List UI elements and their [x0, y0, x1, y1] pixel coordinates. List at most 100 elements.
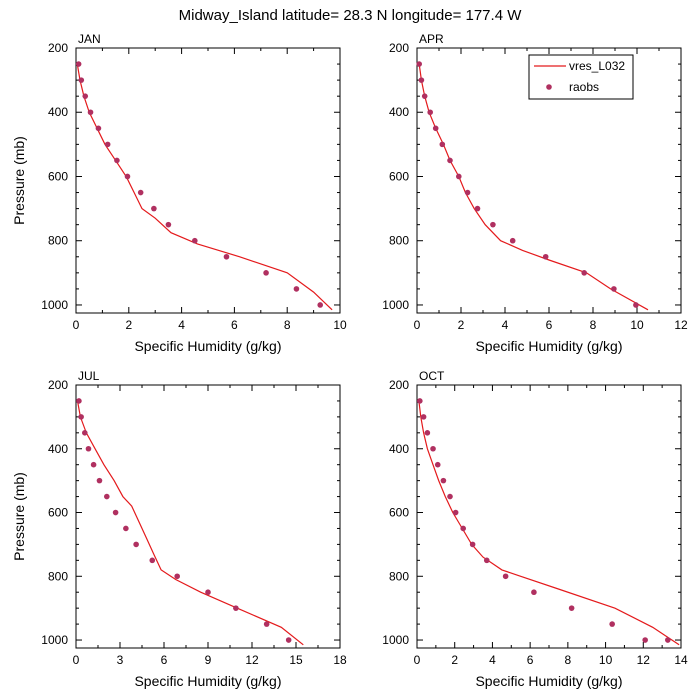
- x-tick-label: 2: [458, 318, 465, 332]
- obs-point: [447, 493, 453, 500]
- obs-point: [416, 61, 423, 67]
- obs-point: [642, 637, 648, 643]
- obs-point: [263, 621, 270, 627]
- panels-group: JAN 0 2 4 6 8 10 200 400 600 800 1000 Specific Humid…: [11, 32, 688, 689]
- obs-point: [76, 398, 82, 404]
- obs-point: [474, 205, 481, 212]
- obs-point: [75, 61, 82, 67]
- y-tick-label: 800: [48, 234, 68, 248]
- panel-apr: APR 0 2 4 6 8 10 12 200 400 600 800 1000 Specific Hum…: [382, 32, 688, 354]
- legend-obs-label: raobs: [569, 80, 599, 94]
- obs-point: [502, 573, 509, 580]
- obs-point: [223, 253, 230, 260]
- y-tick-label: 800: [48, 569, 68, 583]
- obs-point: [609, 621, 615, 627]
- obs-point: [95, 125, 102, 132]
- legend-model-label: vres_L032: [569, 59, 625, 73]
- x-tick-label: 0: [414, 318, 421, 332]
- y-tick-label: 1000: [382, 298, 409, 312]
- plot-frame: [416, 384, 682, 649]
- y-tick-label: 200: [389, 41, 409, 55]
- x-tick-label: 10: [630, 318, 644, 332]
- obs-point: [420, 414, 427, 420]
- obs-point: [418, 77, 425, 83]
- y-tick-label: 600: [48, 506, 68, 520]
- model-series-line: [76, 64, 333, 311]
- obs-point: [490, 221, 496, 228]
- obs-point: [104, 141, 111, 148]
- y-tick-label: 800: [389, 569, 409, 583]
- obs-point: [293, 286, 300, 292]
- panel-label: JAN: [78, 32, 101, 46]
- obs-point: [469, 541, 476, 548]
- legend-box: [528, 54, 634, 100]
- obs-point: [460, 525, 467, 532]
- x-tick-label: 8: [590, 318, 597, 332]
- x-tick-label: 0: [73, 318, 80, 332]
- obs-point: [439, 141, 446, 148]
- y-tick-label: 400: [48, 442, 68, 456]
- obs-point: [112, 509, 119, 516]
- obs-point: [263, 270, 269, 276]
- obs-point: [452, 509, 459, 516]
- x-axis-title: Specific Humidity (g/kg): [134, 338, 281, 354]
- y-tick-label: 1000: [41, 633, 68, 647]
- panel-label: OCT: [419, 369, 445, 383]
- y-axis-title: Pressure (mb): [11, 472, 27, 561]
- obs-point: [78, 77, 85, 83]
- x-tick-label: 3: [117, 653, 124, 667]
- x-tick-label: 4: [178, 318, 185, 332]
- y-tick-label: 800: [389, 234, 409, 248]
- figure-title: Midway_Island latitude= 28.3 N longitude…: [179, 7, 523, 24]
- obs-point: [464, 189, 471, 196]
- legend-obs-swatch: [546, 84, 552, 90]
- obs-point: [427, 109, 434, 116]
- x-tick-label: 4: [489, 653, 496, 667]
- x-tick-label: 4: [502, 318, 509, 332]
- obs-point: [96, 477, 103, 484]
- obs-point: [285, 637, 292, 643]
- panel-jan: JAN 0 2 4 6 8 10 200 400 600 800 1000 Specific Humid…: [11, 32, 347, 354]
- obs-point: [611, 286, 617, 292]
- obs-point: [483, 557, 490, 564]
- obs-point: [174, 573, 180, 580]
- obs-point: [233, 605, 239, 611]
- obs-point: [509, 237, 516, 244]
- x-axis-title: Specific Humidity (g/kg): [134, 673, 281, 689]
- x-tick-label: 6: [231, 318, 238, 332]
- y-tick-label: 1000: [41, 298, 68, 312]
- obs-point: [440, 477, 447, 484]
- x-tick-label: 12: [674, 318, 688, 332]
- x-tick-label: 18: [333, 653, 347, 667]
- obs-point: [82, 430, 88, 436]
- obs-point: [424, 430, 431, 436]
- obs-point: [447, 157, 453, 164]
- obs-point: [124, 173, 131, 180]
- y-axis-title: Pressure (mb): [11, 136, 27, 225]
- obs-point: [434, 461, 441, 468]
- obs-point: [82, 93, 89, 99]
- obs-point: [149, 557, 156, 564]
- obs-point: [78, 414, 84, 420]
- obs-point: [87, 109, 94, 116]
- plot-frame: [75, 384, 341, 649]
- panel-label: JUL: [78, 369, 100, 383]
- obs-point: [417, 398, 423, 404]
- x-tick-label: 6: [527, 653, 534, 667]
- x-axis-title: Specific Humidity (g/kg): [475, 673, 622, 689]
- y-tick-label: 400: [389, 442, 409, 456]
- obs-point: [133, 541, 139, 548]
- panel-oct: OCT 0 2 4 6 8 10 12 14 200 400 600 800 1000 Specific H…: [382, 369, 688, 689]
- y-tick-label: 600: [48, 169, 68, 183]
- obs-point: [665, 637, 671, 643]
- y-tick-label: 1000: [382, 633, 409, 647]
- y-tick-label: 600: [389, 169, 409, 183]
- x-axis-title: Specific Humidity (g/kg): [475, 338, 622, 354]
- y-tick-label: 200: [48, 41, 68, 55]
- obs-point: [317, 302, 324, 308]
- x-tick-label: 10: [333, 318, 347, 332]
- model-series-line: [76, 400, 304, 646]
- model-series-line: [418, 400, 680, 646]
